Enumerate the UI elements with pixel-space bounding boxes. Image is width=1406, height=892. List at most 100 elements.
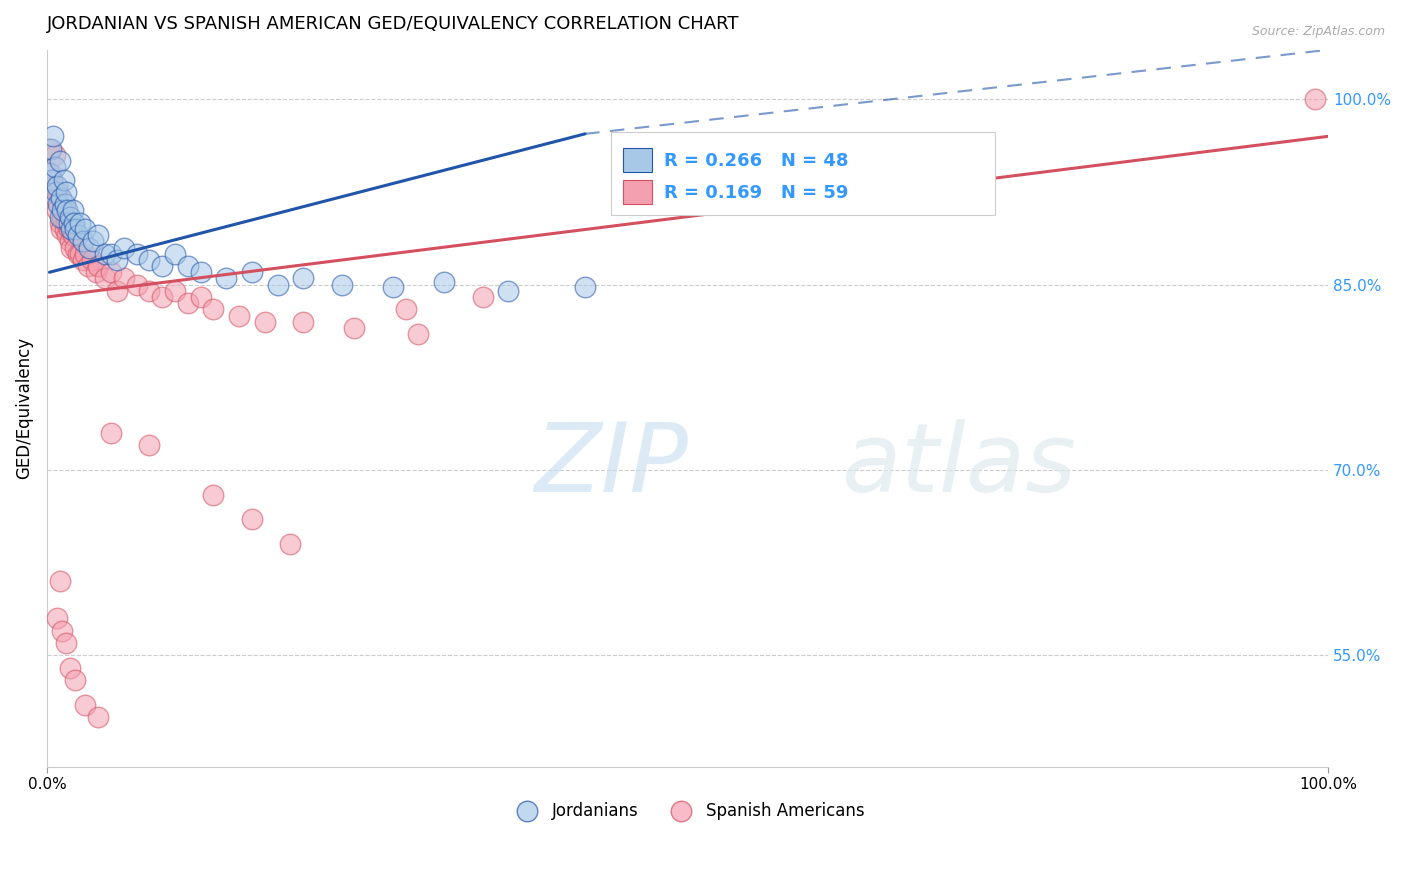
Point <box>56 228 79 243</box>
Point <box>45 191 67 205</box>
Point <box>240 512 263 526</box>
Point <box>330 277 353 292</box>
Point <box>69 216 91 230</box>
Point <box>77 241 100 255</box>
Y-axis label: GED/Equivalency: GED/Equivalency <box>15 337 32 479</box>
Point <box>84 265 107 279</box>
Point <box>49 191 72 205</box>
Point <box>72 235 94 249</box>
Point <box>48 185 70 199</box>
Point <box>105 284 128 298</box>
Point <box>55 216 77 230</box>
Point <box>150 290 173 304</box>
Point <box>87 710 110 724</box>
Point <box>60 222 83 236</box>
Point <box>46 203 69 218</box>
Point <box>52 172 75 186</box>
Point <box>163 246 186 260</box>
Point <box>77 259 100 273</box>
Point <box>82 235 104 249</box>
Point <box>574 280 596 294</box>
Point <box>69 246 91 260</box>
Point <box>38 166 60 180</box>
Point <box>45 185 67 199</box>
Point <box>202 302 225 317</box>
Point <box>41 172 63 186</box>
Point <box>58 216 80 230</box>
Point <box>48 210 70 224</box>
Point <box>100 425 122 440</box>
Point <box>62 216 84 230</box>
Point <box>125 277 148 292</box>
Point <box>125 246 148 260</box>
Point <box>48 574 70 589</box>
Point <box>38 142 60 156</box>
Text: Source: ZipAtlas.com: Source: ZipAtlas.com <box>1251 25 1385 38</box>
Point <box>138 252 160 267</box>
Point <box>53 197 76 211</box>
Point <box>59 210 82 224</box>
Point <box>395 302 418 317</box>
Point <box>51 203 73 218</box>
Point <box>150 259 173 273</box>
Point <box>63 222 86 236</box>
Point <box>138 284 160 298</box>
Text: R = 0.169   N = 59: R = 0.169 N = 59 <box>665 184 849 202</box>
Point <box>112 241 135 255</box>
Point <box>292 271 315 285</box>
Point <box>48 216 70 230</box>
Point <box>1305 92 1327 106</box>
Point <box>42 129 65 144</box>
Point <box>46 178 69 193</box>
Point <box>163 284 186 298</box>
Point <box>190 265 212 279</box>
Bar <box>623 148 651 171</box>
Point <box>48 154 70 169</box>
Point <box>177 259 200 273</box>
Point <box>49 222 72 236</box>
Point <box>44 160 66 174</box>
Point <box>381 280 404 294</box>
Point <box>343 321 366 335</box>
Point <box>112 271 135 285</box>
Point <box>51 624 73 638</box>
Point <box>87 259 110 273</box>
Point <box>52 203 75 218</box>
Text: ZIP: ZIP <box>534 419 688 512</box>
Point <box>51 210 73 224</box>
Point <box>53 222 76 236</box>
Point <box>278 537 301 551</box>
Point <box>66 246 89 260</box>
Point <box>63 241 86 255</box>
Point <box>266 277 288 292</box>
Point <box>87 228 110 243</box>
Point <box>80 252 103 267</box>
Point <box>433 275 456 289</box>
Point <box>59 235 82 249</box>
Point <box>39 166 62 180</box>
Text: atlas: atlas <box>841 419 1076 512</box>
Point <box>75 698 97 712</box>
Point <box>58 222 80 236</box>
Point <box>471 290 494 304</box>
Text: JORDANIAN VS SPANISH AMERICAN GED/EQUIVALENCY CORRELATION CHART: JORDANIAN VS SPANISH AMERICAN GED/EQUIVA… <box>46 15 740 33</box>
Point <box>190 290 212 304</box>
Point <box>56 203 79 218</box>
Point <box>75 222 97 236</box>
Bar <box>610 132 995 215</box>
Point <box>253 315 276 329</box>
Point <box>100 246 122 260</box>
Point <box>59 661 82 675</box>
Bar <box>623 180 651 204</box>
Point <box>62 203 84 218</box>
Point <box>48 197 70 211</box>
Point <box>62 228 84 243</box>
Legend: Jordanians, Spanish Americans: Jordanians, Spanish Americans <box>503 795 872 826</box>
Point <box>228 309 250 323</box>
Point <box>55 185 77 199</box>
Text: R = 0.266   N = 48: R = 0.266 N = 48 <box>665 152 849 170</box>
Point <box>408 326 430 341</box>
Point <box>42 178 65 193</box>
Point <box>105 252 128 267</box>
Point <box>93 246 115 260</box>
